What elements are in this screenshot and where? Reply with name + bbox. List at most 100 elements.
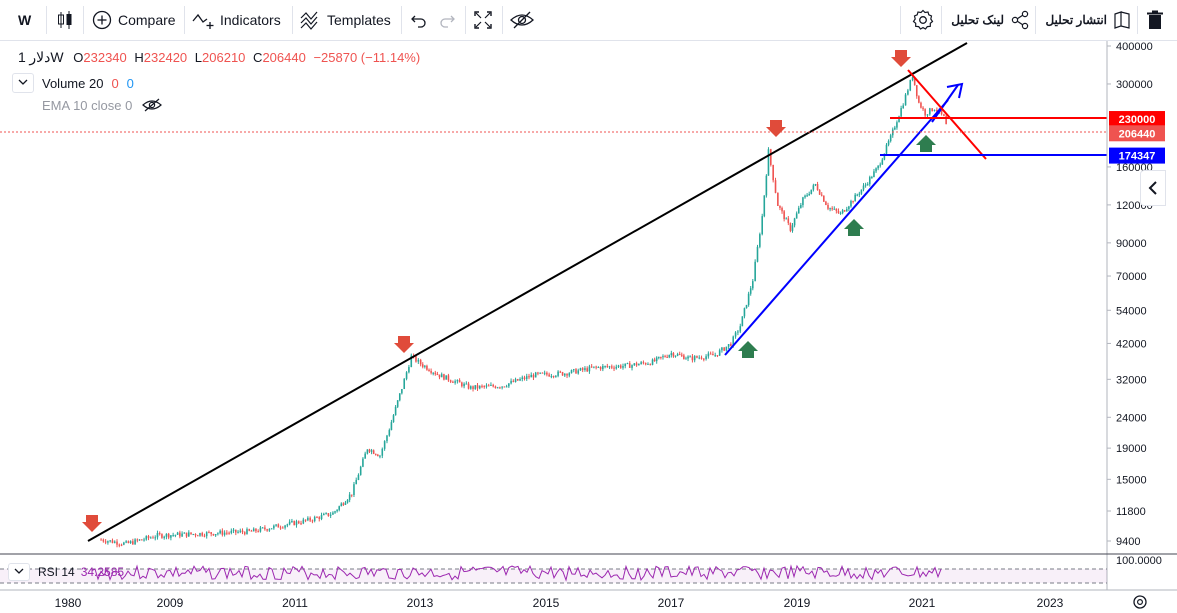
- gear-ring: [1133, 595, 1147, 609]
- candle-body: [564, 373, 566, 376]
- candle-body: [626, 363, 629, 365]
- candle-body: [860, 189, 863, 194]
- candle-body: [154, 537, 157, 539]
- delete-button[interactable]: [1146, 0, 1164, 40]
- candle-body: [754, 261, 756, 282]
- candle-body: [291, 521, 293, 523]
- long-term-trendline: [87, 42, 968, 542]
- candle-body: [590, 366, 593, 368]
- down-arrow-icon: [82, 515, 102, 532]
- candle-body: [390, 422, 393, 431]
- candle-body: [374, 453, 377, 455]
- fullscreen-icon: [474, 11, 492, 29]
- candle-body: [505, 386, 508, 388]
- volume-legend: Volume 20 0 0: [12, 73, 134, 93]
- candle-body: [190, 532, 192, 535]
- candle-body: [503, 386, 506, 388]
- compare-button[interactable]: Compare: [92, 0, 176, 40]
- candle-body: [401, 388, 403, 394]
- candle-body: [438, 374, 441, 378]
- side-panel-toggle[interactable]: [1140, 170, 1166, 206]
- ema-legend: EMA 10 close 0: [42, 97, 163, 113]
- candle-body: [243, 532, 246, 535]
- share-link-button[interactable]: لینک تحلیل: [948, 0, 1030, 40]
- candle-body: [889, 135, 892, 142]
- candle-body: [730, 344, 732, 346]
- candle-body: [922, 107, 924, 110]
- candle-body: [879, 164, 882, 166]
- collapse-legend-button[interactable]: [12, 73, 34, 93]
- ema-label[interactable]: EMA 10 close 0: [42, 97, 133, 113]
- candle-body: [344, 502, 347, 505]
- indicators-button[interactable]: Indicators: [192, 0, 281, 40]
- candle-body: [721, 347, 723, 351]
- legend-low-label: L: [194, 50, 203, 65]
- settings-button[interactable]: [912, 0, 934, 40]
- rsi-line: [91, 564, 942, 582]
- candle-body: [161, 534, 163, 538]
- candle-body: [823, 195, 825, 202]
- rsi-collapse-button[interactable]: [8, 563, 30, 581]
- candle-body: [188, 532, 190, 537]
- candle-body: [572, 369, 575, 371]
- candle-body: [123, 542, 125, 545]
- candle-body: [539, 372, 541, 374]
- candle-body: [873, 171, 875, 178]
- candle-body: [456, 380, 459, 382]
- rsi-label[interactable]: RSI 14: [38, 565, 75, 579]
- candle-body: [570, 370, 573, 374]
- candle-body: [854, 194, 856, 202]
- legend-symbol[interactable]: دلار: [29, 49, 51, 65]
- symbol-button[interactable]: W: [18, 0, 31, 40]
- candles-style-button[interactable]: [56, 0, 74, 40]
- candle-body: [147, 536, 150, 538]
- candle-body: [868, 177, 871, 185]
- candle-body: [223, 532, 226, 535]
- eye-off-icon[interactable]: [142, 97, 163, 113]
- publish-button[interactable]: انتشار تحلیل: [1040, 0, 1132, 40]
- trash-icon: [1147, 10, 1163, 29]
- redo-button[interactable]: [438, 0, 456, 40]
- candle-body: [907, 90, 909, 95]
- candle-body: [436, 374, 439, 376]
- fullscreen-button[interactable]: [473, 0, 493, 40]
- y-tick-label: 70000: [1116, 271, 1147, 283]
- legend-interval[interactable]: 1W: [18, 49, 64, 65]
- candle-body: [791, 225, 794, 231]
- candle-body: [430, 371, 432, 373]
- candle-body: [318, 517, 321, 519]
- candle-body: [370, 450, 373, 452]
- candle-body: [388, 430, 391, 436]
- candle-body: [219, 530, 221, 534]
- divider: [941, 6, 942, 34]
- candle-body: [179, 532, 181, 537]
- candle-body: [793, 218, 796, 226]
- chevron-down-icon: [14, 568, 24, 574]
- volume-label[interactable]: Volume 20: [42, 75, 104, 91]
- candle-body: [668, 354, 671, 358]
- candle-body: [525, 376, 528, 380]
- price-candles: [100, 75, 947, 548]
- candle-body: [593, 366, 595, 368]
- up-arrow-icon: [738, 341, 758, 358]
- indicators-icon: [192, 13, 214, 29]
- candle-body: [613, 367, 615, 369]
- templates-button[interactable]: Templates: [300, 0, 391, 40]
- undo-button[interactable]: [410, 0, 428, 40]
- candle-body: [248, 529, 251, 531]
- candle-body: [597, 367, 600, 369]
- symbol-label: W: [18, 12, 32, 28]
- hide-drawings-button[interactable]: [509, 0, 535, 40]
- down-arrow-icon: [891, 50, 911, 67]
- candle-body: [532, 374, 535, 378]
- candle-body: [617, 365, 620, 367]
- candle-body: [517, 379, 519, 381]
- candle-body: [408, 367, 410, 373]
- candle-body: [732, 336, 735, 346]
- candle-body: [599, 367, 602, 370]
- candle-body: [779, 205, 781, 208]
- candle-body: [268, 529, 271, 531]
- y-tick-label: 300000: [1116, 79, 1153, 91]
- candle-body: [814, 184, 817, 186]
